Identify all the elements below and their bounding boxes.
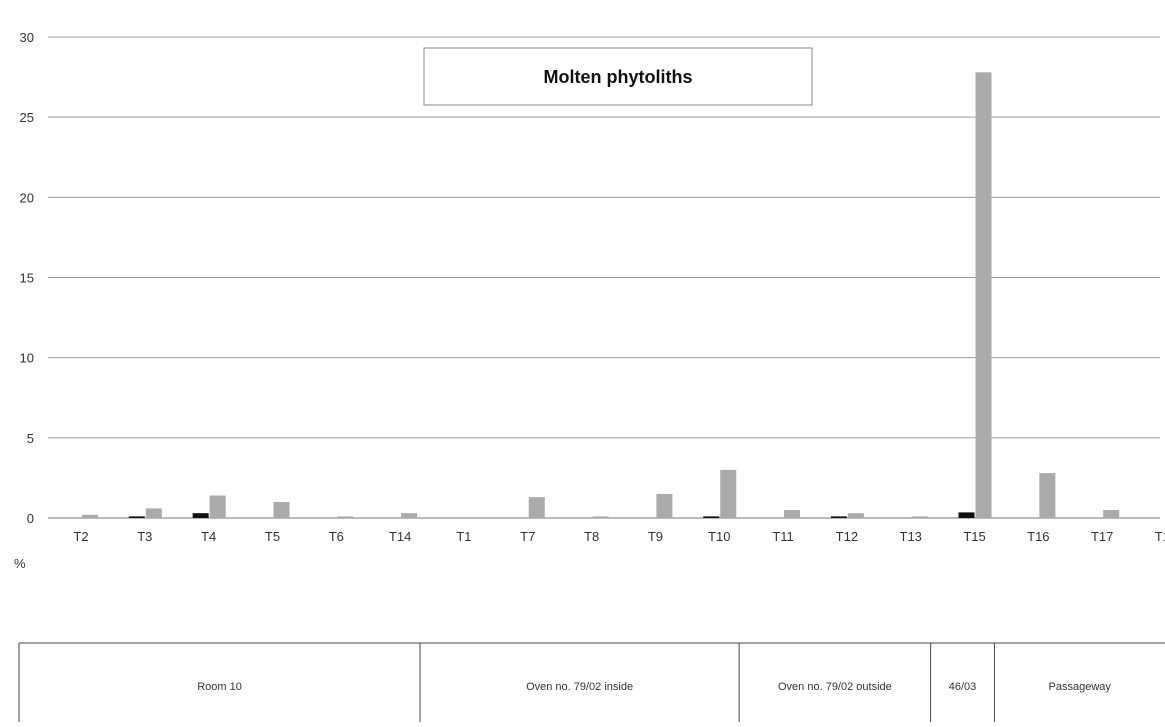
bar-T11-series2 <box>784 509 801 518</box>
x-tick-T13: T13 <box>900 529 922 544</box>
bar-T5-series2 <box>273 501 290 518</box>
x-tick-T7: T7 <box>520 529 535 544</box>
x-tick-T17: T17 <box>1091 529 1113 544</box>
x-tick-T12: T12 <box>836 529 858 544</box>
y-tick-10: 10 <box>20 351 34 366</box>
title-frame <box>423 47 813 106</box>
x-tick-T5: T5 <box>265 529 280 544</box>
x-tick-T6: T6 <box>329 529 344 544</box>
x-tick-T10: T10 <box>708 529 730 544</box>
bar-T17-series2 <box>1103 509 1120 518</box>
bar-T16-series2 <box>1039 473 1056 518</box>
y-tick-15: 15 <box>20 271 34 286</box>
x-tick-T8: T8 <box>584 529 599 544</box>
y-tick-labels: 0 5 10 15 20 25 30 <box>20 30 34 526</box>
y-tick-0: 0 <box>27 511 34 526</box>
x-tick-T11: T11 <box>772 529 793 544</box>
bar-T4-series2 <box>209 495 226 518</box>
bar-T12-series2 <box>847 513 864 518</box>
bar-T7-series2 <box>528 497 545 518</box>
x-tick-labels: T2 T3 T4 T5 T6 T14 T1 T7 T8 T9 T10 T11 T12 T13 T15 T16 T… <box>73 529 1165 544</box>
bar-T15-series1 <box>958 512 975 518</box>
bars <box>82 72 1120 519</box>
x-tick-T14: T14 <box>389 529 411 544</box>
x-tick-T15: T15 <box>963 529 985 544</box>
group-label-1: Oven no. 79/02 inside <box>526 681 633 693</box>
x-tick-T18: T18 <box>1155 529 1165 544</box>
y-tick-30: 30 <box>20 30 34 45</box>
group-label-4: Passageway <box>1049 681 1112 693</box>
x-tick-T9: T9 <box>648 529 663 544</box>
bar-T15-series2 <box>975 72 992 519</box>
bar-T9-series2 <box>656 493 673 518</box>
grid-lines <box>48 36 1160 519</box>
bar-T4-series1 <box>192 513 209 518</box>
bar-T10-series2 <box>720 469 737 518</box>
y-tick-25: 25 <box>20 110 34 125</box>
x-tick-T2: T2 <box>73 529 88 544</box>
bar-T12-series1 <box>830 516 847 518</box>
bar-T3-series2 <box>145 508 162 518</box>
group-label-0: Room 10 <box>197 681 242 693</box>
x-tick-T4: T4 <box>201 529 216 544</box>
x-tick-T16: T16 <box>1027 529 1049 544</box>
group-table: Room 10 Oven no. 79/02 inside Oven no. 79/… <box>18 642 1165 722</box>
chart-title-box: Molten phytoliths <box>423 47 813 106</box>
y-tick-5: 5 <box>27 431 34 446</box>
y-axis-label: % <box>14 556 26 571</box>
bar-T14-series2 <box>401 513 418 518</box>
y-tick-20: 20 <box>20 190 34 205</box>
x-tick-T3: T3 <box>137 529 152 544</box>
bar-T10-series1 <box>703 516 720 518</box>
bar-T2-series2 <box>82 514 98 518</box>
x-tick-T1: T1 <box>456 529 471 544</box>
bar-T13-series2 <box>911 516 928 518</box>
bar-T3-series1 <box>128 516 145 518</box>
bar-T6-series2 <box>337 516 354 518</box>
chart-title: Molten phytoliths <box>544 67 693 87</box>
group-label-3: 46/03 <box>949 681 977 693</box>
bar-T8-series2 <box>592 516 609 518</box>
group-label-2: Oven no. 79/02 outside <box>778 681 892 693</box>
